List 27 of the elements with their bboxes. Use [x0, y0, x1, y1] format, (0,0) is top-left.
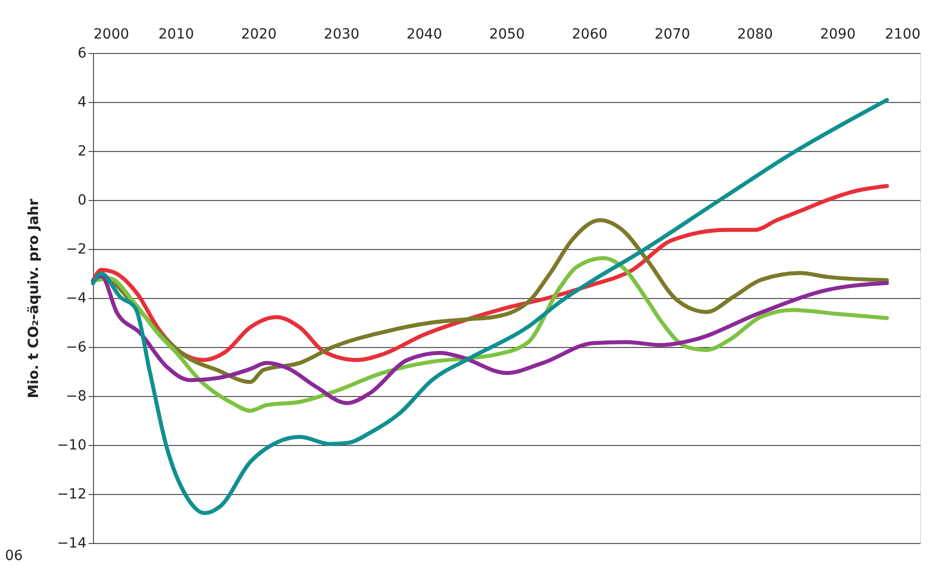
x-tick-label: 2030	[324, 26, 360, 42]
y-tick-label: −6	[66, 340, 87, 356]
y-tick-label: −14	[56, 536, 87, 552]
x-tick-label: 2060	[572, 26, 608, 42]
y-tick-label: 4	[78, 94, 87, 110]
y-tick-label: −8	[66, 388, 86, 404]
x-tick-label: 2020	[241, 26, 277, 42]
text: 06	[5, 548, 23, 564]
y-tick-label: −10	[56, 438, 86, 454]
line-series	[91, 274, 889, 406]
x-tick-label: 2100	[884, 26, 920, 42]
line-series	[91, 256, 889, 413]
x-tick-label: 2080	[737, 26, 773, 42]
x-tick-label: 2070	[654, 26, 690, 42]
x-tick-label: 2090	[820, 26, 856, 42]
x-tick-label: 2050	[489, 26, 525, 42]
x-tick-label: 2010	[158, 26, 194, 42]
x-tick-label: 2000	[94, 26, 130, 42]
y-tick-label: 6	[78, 46, 87, 62]
x-tick-label: 2040	[406, 26, 442, 42]
y-tick-label: 0	[78, 192, 86, 208]
y-tick-label: −4	[66, 290, 87, 306]
y-tick-label: −12	[56, 486, 86, 502]
line-series	[91, 98, 889, 516]
y-tick-label: −2	[66, 242, 86, 258]
y-axis-title: Mio. t CO₂-äquiv. pro Jahr	[26, 198, 42, 398]
y-tick-label: 2	[78, 144, 86, 160]
